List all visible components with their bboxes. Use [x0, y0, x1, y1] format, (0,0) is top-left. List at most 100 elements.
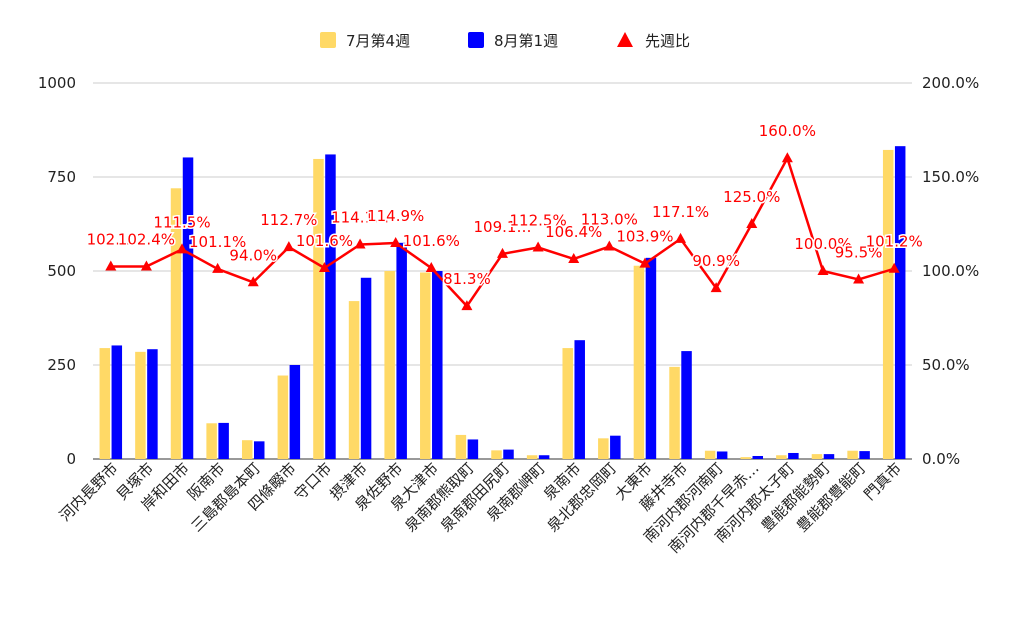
bar-series-2: [788, 452, 799, 459]
x-category-label: 河内長野市: [56, 459, 122, 525]
bar-series-2: [360, 277, 372, 459]
ratio-point: [283, 241, 295, 252]
bar-series-1: [313, 158, 324, 459]
ratio-data-labels: 102.…102.4%111.5% 101.1%94.0% 112.7% 101.6%…: [85, 121, 924, 290]
bar-series-2: [503, 449, 514, 459]
bar-series-1: [420, 272, 431, 459]
bar-series-2: [325, 154, 336, 459]
y-left-tick-label: 250: [47, 356, 76, 374]
y-left-tick-label: 500: [47, 262, 76, 280]
bar-series-2: [147, 349, 158, 459]
ratio-data-label: 112.5%: [510, 212, 567, 230]
y-right-tick-label: 200.0%: [922, 74, 979, 92]
ratio-point: [461, 300, 473, 311]
ratio-point: [568, 252, 580, 263]
bar-series-2: [182, 157, 194, 459]
y-right-tick-label: 0.0%: [922, 450, 960, 468]
x-category-label: 守口市: [291, 459, 336, 504]
ratio-data-label: 160.0%: [759, 122, 816, 140]
ratio-point: [390, 236, 402, 247]
x-category-label: 門真市: [860, 459, 905, 504]
bar-series-1: [455, 434, 467, 459]
bar-series-1: [811, 454, 823, 459]
legend: 7月第4週 8月第1週 先週比: [320, 32, 690, 50]
ratio-point: [176, 243, 188, 254]
ratio-data-label: 113.0%: [581, 211, 638, 229]
legend-swatch-series-1: [320, 32, 336, 48]
ratio-point: [532, 241, 544, 252]
ratio-data-label: 112.7%: [260, 211, 317, 229]
bar-series-1: [562, 348, 573, 459]
ratio-data-label: 114.9%: [367, 207, 424, 225]
bar-series-1: [99, 348, 111, 459]
y-axis-right: 0.0% 50.0% 100.0% 150.0% 200.0%: [922, 74, 979, 468]
bar-series-2: [681, 351, 692, 459]
bars: [99, 146, 906, 460]
ratio-data-label: 117.1%: [652, 203, 709, 221]
bar-series-1: [669, 366, 680, 459]
x-axis-categories: 河内長野市貝塚市岸和田市阪南市三島郡島本町四條畷市守口市摂津市泉佐野市泉大津市泉…: [56, 459, 905, 557]
y-left-tick-label: 1000: [38, 74, 76, 92]
ratio-data-label: 102.4%: [118, 230, 175, 248]
bar-series-2: [716, 451, 728, 459]
bar-series-1: [241, 440, 253, 459]
bar-series-2: [752, 455, 764, 459]
ratio-data-label: 101.6%: [403, 232, 460, 250]
bar-series-1: [847, 450, 858, 459]
y-left-tick-label: 750: [47, 168, 76, 186]
ratio-data-label: 101.6%: [296, 232, 353, 250]
bar-series-2: [894, 146, 906, 459]
bar-series-2: [574, 340, 585, 459]
legend-label-series-2: 8月第1週: [494, 32, 558, 50]
ratio-point: [354, 238, 366, 249]
ratio-line: [105, 152, 900, 311]
ratio-data-label: 125.0%: [723, 188, 780, 206]
ratio-point: [817, 265, 829, 275]
ratio-data-label: 100.0%: [794, 235, 851, 253]
ratio-point: [105, 260, 117, 271]
bar-series-2: [467, 439, 479, 459]
bar-series-1: [704, 450, 716, 459]
ratio-point: [247, 276, 259, 287]
bar-series-1: [348, 301, 360, 459]
bar-series-1: [491, 450, 502, 459]
ratio-data-label: 114.1…: [331, 208, 389, 226]
bar-series-1: [776, 455, 787, 459]
ratio-point: [140, 260, 152, 271]
bar-series-2: [645, 257, 657, 459]
y-right-tick-label: 150.0%: [922, 168, 979, 186]
legend-label-series-3: 先週比: [645, 32, 690, 50]
legend-swatch-series-2: [468, 32, 484, 48]
ratio-point: [781, 152, 793, 163]
bar-series-2: [289, 365, 301, 459]
bar-series-1: [882, 149, 894, 460]
ratio-data-label: 90.9%: [692, 252, 740, 270]
ratio-data-label: 81.3%: [443, 270, 491, 288]
y-axis-left: 0 250 500 750 1000: [38, 74, 76, 468]
ratio-data-label: 101.2%: [866, 233, 923, 251]
ratio-point: [318, 261, 330, 272]
bar-series-1: [135, 351, 146, 459]
bar-series-2: [823, 454, 835, 459]
ratio-data-label: 95.5%: [835, 243, 883, 261]
ratio-data-label: 102.…: [87, 230, 135, 248]
ratio-data-label: 109.1…: [474, 218, 532, 236]
bar-series-1: [384, 271, 395, 459]
bar-series-2: [396, 242, 407, 459]
bar-series-1: [598, 438, 609, 459]
bar-series-2: [111, 345, 123, 459]
ratio-data-label: 103.9%: [616, 228, 673, 246]
bar-series-2: [538, 455, 550, 459]
ratio-data-label: 106.4%: [545, 223, 602, 241]
ratio-point: [425, 261, 437, 272]
y-left-tick-label: 0: [66, 450, 76, 468]
bar-series-2: [253, 441, 265, 459]
ratio-point: [212, 262, 224, 273]
ratio-point: [710, 282, 722, 293]
bar-series-1: [170, 188, 182, 459]
ratio-point: [746, 218, 758, 228]
bar-series-1: [740, 457, 752, 459]
bar-series-1: [526, 455, 538, 459]
bar-series-1: [277, 375, 289, 459]
